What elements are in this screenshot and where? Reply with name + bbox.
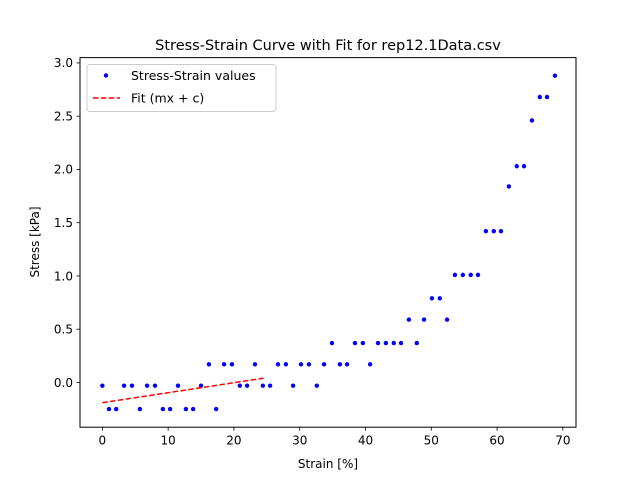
x-tick-label: 60 xyxy=(489,434,504,448)
data-point xyxy=(329,340,335,346)
data-point xyxy=(552,73,558,78)
data-point xyxy=(352,340,358,346)
data-point xyxy=(437,296,443,301)
legend: Stress-Strain values Fit (mx + c) xyxy=(86,64,277,112)
data-point xyxy=(475,272,481,278)
data-point xyxy=(344,362,350,367)
data-point xyxy=(421,317,427,322)
y-tick-label: 2.5 xyxy=(54,109,73,123)
data-point xyxy=(106,406,112,412)
data-point xyxy=(337,362,343,367)
data-point xyxy=(152,383,158,388)
legend-label-stress-strain: Stress-Strain values xyxy=(131,68,256,83)
data-point xyxy=(498,229,504,234)
y-tick-label: 1.0 xyxy=(54,269,73,283)
data-point xyxy=(544,94,550,100)
x-axis-label: Strain [%] xyxy=(298,457,358,471)
data-point xyxy=(375,340,381,346)
data-point xyxy=(452,272,458,278)
data-point xyxy=(244,383,250,388)
data-point xyxy=(290,383,296,388)
data-point xyxy=(213,406,219,412)
data-point xyxy=(237,383,243,388)
data-point xyxy=(144,383,150,388)
data-point xyxy=(391,340,396,346)
legend-box xyxy=(86,64,277,112)
data-point xyxy=(444,317,450,322)
chart-title: Stress-Strain Curve with Fit for rep12.1… xyxy=(155,38,501,54)
data-point xyxy=(229,362,235,367)
plot-frame xyxy=(79,57,577,428)
data-point xyxy=(306,362,312,367)
data-point xyxy=(283,362,289,367)
data-point xyxy=(275,362,281,367)
data-point xyxy=(367,362,373,367)
data-point xyxy=(167,406,173,412)
data-point xyxy=(483,229,489,234)
data-point xyxy=(160,406,166,412)
data-point xyxy=(360,340,366,346)
data-point xyxy=(491,229,496,234)
y-tick-label: 0.5 xyxy=(54,323,73,337)
x-tick-label: 0 xyxy=(99,434,107,448)
legend-marker-stress-strain xyxy=(103,73,109,78)
data-point xyxy=(121,383,127,388)
data-point xyxy=(314,383,320,388)
data-point xyxy=(537,94,543,100)
data-point xyxy=(298,362,304,367)
data-point xyxy=(406,317,412,322)
data-point xyxy=(221,362,227,367)
x-tick-label: 10 xyxy=(161,434,176,448)
data-point xyxy=(460,272,466,278)
x-tick-label: 40 xyxy=(358,434,373,448)
data-point xyxy=(506,184,512,189)
data-point xyxy=(414,340,420,346)
data-point xyxy=(100,383,105,388)
data-point xyxy=(398,340,404,346)
data-point xyxy=(514,164,519,169)
data-point xyxy=(429,296,435,301)
data-point xyxy=(321,362,327,367)
x-tick-label: 70 xyxy=(555,434,570,448)
x-axis-ticks: 0 10 20 30 40 50 60 70 xyxy=(99,427,570,448)
data-point xyxy=(183,406,189,412)
data-point xyxy=(137,406,143,412)
y-axis-ticks: 0.0 0.5 1.0 1.5 2.0 2.5 3.0 xyxy=(54,56,80,390)
y-tick-label: 1.5 xyxy=(54,216,73,230)
data-point xyxy=(129,383,135,388)
data-point xyxy=(267,383,273,388)
fit-line xyxy=(102,377,264,404)
data-point xyxy=(113,406,119,412)
data-point xyxy=(252,362,258,367)
data-point xyxy=(190,406,196,412)
data-point xyxy=(468,272,473,278)
y-tick-label: 0.0 xyxy=(54,376,73,390)
data-point xyxy=(383,340,389,346)
y-axis-label: Stress [kPa] xyxy=(28,206,42,277)
data-point xyxy=(521,164,527,169)
data-point xyxy=(198,383,204,388)
x-tick-label: 20 xyxy=(226,434,241,448)
plot-marks xyxy=(100,73,558,412)
data-point xyxy=(260,383,266,388)
legend-label-fit: Fit (mx + c) xyxy=(131,91,204,106)
y-tick-label: 2.0 xyxy=(54,163,73,177)
data-point xyxy=(529,118,535,123)
x-tick-label: 30 xyxy=(292,434,307,448)
data-point xyxy=(175,383,181,388)
data-point xyxy=(206,362,212,367)
y-tick-label: 3.0 xyxy=(54,56,73,70)
x-tick-label: 50 xyxy=(424,434,439,448)
